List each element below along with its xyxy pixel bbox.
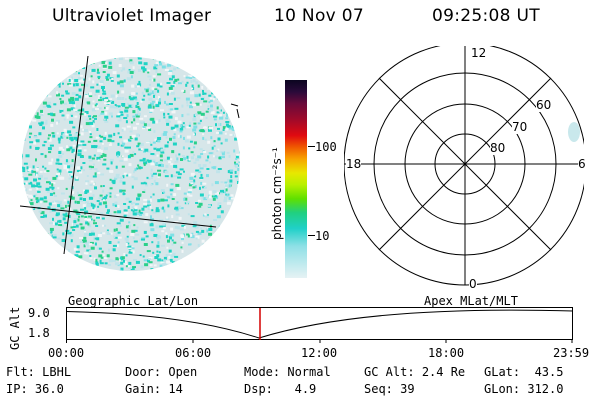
intensity-colorbar bbox=[285, 80, 307, 278]
time-tick-label: 12:00 bbox=[301, 346, 338, 360]
instrument-title: Ultraviolet Imager bbox=[52, 6, 212, 26]
glon-value: 312.0 bbox=[527, 382, 564, 396]
meridian-line bbox=[63, 55, 89, 255]
geo-coords-label: Geographic Lat/Lon bbox=[68, 294, 199, 308]
glat-value: 43.5 bbox=[534, 365, 564, 379]
gc-alt-min-label: 1.8 bbox=[28, 326, 50, 340]
door-value: Open bbox=[168, 365, 198, 379]
mlt-label-noon: 12 bbox=[470, 46, 488, 60]
observation-date: 10 Nov 07 bbox=[274, 6, 364, 26]
lat-label-60: 60 bbox=[536, 98, 552, 112]
status-door: Door: Open bbox=[125, 365, 198, 379]
colorbar-tick bbox=[308, 235, 315, 236]
status-mode: Mode: Normal bbox=[244, 365, 331, 379]
time-tick-label: 23:59 bbox=[553, 346, 590, 360]
dsp-value: 4.9 bbox=[294, 382, 317, 396]
gc-alt-axis-title: GC Alt bbox=[8, 306, 22, 350]
altitude-curve bbox=[66, 309, 574, 339]
status-glat: GLat: 43.5 bbox=[484, 365, 564, 379]
edge-tick-mark bbox=[236, 108, 240, 119]
mlt-label-midnight: 0 bbox=[469, 277, 477, 291]
status-seq: Seq: 39 bbox=[364, 382, 415, 396]
time-tick-label: 06:00 bbox=[175, 346, 212, 360]
orbit-altitude-plot bbox=[66, 307, 574, 343]
status-dsp: Dsp: 4.9 bbox=[244, 382, 317, 396]
time-tick-label: 00:00 bbox=[48, 346, 85, 360]
plot-frame bbox=[66, 307, 573, 340]
ip-value: 36.0 bbox=[34, 382, 64, 396]
uv-image-disk bbox=[22, 57, 240, 271]
colorbar-unit-label: photon cm⁻²s⁻¹ bbox=[270, 147, 284, 240]
mlt-label-dawn: 6 bbox=[578, 157, 586, 171]
gc-alt-max-label: 9.0 bbox=[28, 306, 50, 320]
time-tick-label: 18:00 bbox=[428, 346, 465, 360]
uv-image-panel bbox=[20, 55, 240, 271]
lat-label-80: 80 bbox=[490, 141, 506, 155]
mlt-line-diagonal bbox=[378, 77, 552, 251]
status-gain: Gain: 14 bbox=[125, 382, 183, 396]
status-ip: IP: 36.0 bbox=[6, 382, 64, 396]
lat-label-70: 70 bbox=[512, 120, 528, 134]
gc-alt-value: 2.4 Re bbox=[421, 365, 466, 379]
edge-emission-patch bbox=[568, 122, 580, 142]
colorbar-tick bbox=[308, 146, 315, 147]
polar-grid-panel bbox=[344, 46, 584, 286]
colorbar-tick-label: 100 bbox=[315, 140, 337, 154]
seq-value: 39 bbox=[400, 382, 415, 396]
latitude-line bbox=[20, 205, 217, 228]
status-filter: Flt: LBHL bbox=[6, 365, 72, 379]
status-gc-alt: GC Alt: 2.4 Re bbox=[364, 365, 466, 379]
observation-time: 09:25:08 UT bbox=[432, 6, 540, 26]
colorbar-tick-label: 10 bbox=[315, 229, 330, 243]
edge-tick-mark bbox=[230, 103, 239, 107]
filter-value: LBHL bbox=[42, 365, 72, 379]
mlt-label-dusk: 18 bbox=[346, 157, 362, 171]
gain-value: 14 bbox=[168, 382, 183, 396]
apex-coords-label: Apex MLat/MLT bbox=[424, 294, 518, 308]
mode-value: Normal bbox=[287, 365, 331, 379]
status-glon: GLon: 312.0 bbox=[484, 382, 564, 396]
